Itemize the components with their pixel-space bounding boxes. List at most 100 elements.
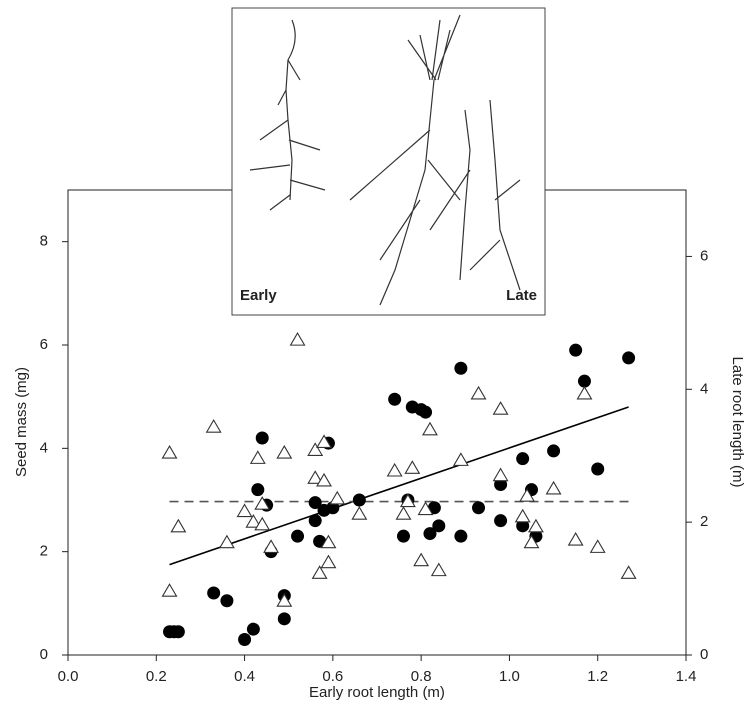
circle-point: [251, 483, 265, 497]
triangle-point: [514, 508, 531, 523]
triangle-point: [452, 452, 469, 466]
triangle-point: [263, 539, 280, 553]
triangle-point: [161, 583, 178, 597]
circle-point: [207, 586, 221, 600]
circle-point: [238, 633, 252, 646]
circle-point: [308, 514, 322, 528]
y2-tick-label: 2: [700, 513, 708, 530]
x-tick-label: 0.0: [58, 668, 79, 685]
triangle-point: [413, 552, 430, 567]
triangle-point: [170, 518, 187, 533]
triangle-point: [417, 501, 434, 516]
circle-point: [622, 351, 636, 365]
triangle-point: [422, 421, 438, 436]
x-tick-label: 0.8: [411, 668, 432, 685]
x-tick-label: 1.2: [587, 668, 608, 685]
root-drawing: [249, 14, 521, 306]
x-tick-label: 0.4: [234, 668, 255, 685]
triangle-point: [470, 385, 487, 400]
circle-point: [454, 529, 468, 543]
triangle-point: [527, 518, 544, 533]
triangle-point: [316, 434, 332, 448]
triangle-point: [386, 462, 403, 477]
y-tick-label: 4: [40, 439, 48, 456]
triangle-point: [329, 490, 346, 505]
inset-frame: [231, 7, 546, 316]
circle-point: [494, 514, 508, 528]
triangle-point: [430, 562, 447, 577]
triangle-point: [218, 534, 235, 549]
circle-point: [569, 343, 583, 357]
circle-point: [291, 529, 305, 543]
triangle-point: [307, 442, 324, 456]
triangle-point: [576, 385, 593, 400]
circle-point: [352, 493, 366, 507]
triangle-point: [545, 480, 562, 495]
triangle-point: [395, 506, 412, 520]
triangle-point: [249, 450, 266, 464]
circle-point: [516, 452, 530, 466]
circle-point: [171, 625, 185, 639]
x-tick-label: 1.0: [499, 668, 520, 685]
y-tick-label: 0: [40, 646, 48, 663]
triangle-point: [492, 401, 509, 415]
triangle-point: [245, 514, 262, 528]
circle-point: [454, 361, 468, 375]
circle-point: [494, 478, 508, 491]
trend-line: [169, 406, 629, 566]
circle-point: [423, 527, 437, 541]
triangle-point: [492, 467, 509, 482]
inset-image: Early Late: [231, 7, 546, 316]
triangle-point: [205, 419, 222, 433]
triangle-point: [523, 534, 540, 549]
y-axis-title: Seed mass (mg): [13, 367, 30, 477]
x-tick-label: 1.4: [676, 668, 697, 685]
circle-point: [432, 519, 446, 533]
circle-point: [255, 431, 269, 445]
triangle-point: [307, 470, 324, 484]
triangle-point: [276, 593, 293, 607]
circle-point: [326, 501, 340, 515]
triangle-point: [254, 496, 271, 510]
inset-label: Late: [506, 287, 537, 304]
y2-axis-title: Late root length (m): [729, 357, 746, 488]
circle-point: [591, 462, 605, 476]
triangle-point: [289, 332, 306, 346]
y2-tick-label: 6: [700, 247, 708, 264]
triangle-point: [276, 444, 293, 459]
triangle-point: [519, 488, 536, 502]
circle-point: [419, 405, 433, 419]
x-axis-title: Early root length (m): [309, 684, 445, 701]
triangle-point: [320, 534, 337, 549]
triangle-point: [620, 565, 637, 579]
circle-point: [220, 594, 234, 608]
triangle-point: [404, 460, 421, 474]
circle-point: [472, 501, 486, 515]
y2-tick-label: 4: [700, 380, 708, 397]
triangle-point: [320, 554, 337, 569]
triangle-point: [311, 565, 328, 579]
triangle-point: [161, 444, 178, 459]
circle-point: [246, 622, 260, 636]
x-tick-label: 0.6: [322, 668, 343, 685]
circle-point: [277, 612, 291, 626]
y2-tick-label: 0: [700, 646, 708, 663]
circle-point: [577, 374, 591, 388]
triangle-point: [589, 539, 606, 553]
triangle-point: [399, 493, 416, 508]
triangle-point: [254, 516, 271, 531]
triangle-point: [567, 531, 584, 546]
y-tick-label: 6: [40, 336, 48, 353]
inset-label: Early: [240, 287, 277, 304]
circle-point: [396, 529, 410, 543]
triangle-point: [236, 503, 253, 518]
circle-point: [516, 519, 530, 533]
y-tick-label: 2: [40, 543, 48, 560]
triangle-point: [316, 472, 332, 487]
y-tick-label: 8: [40, 233, 48, 250]
x-tick-label: 0.2: [146, 668, 167, 685]
circle-point: [547, 444, 561, 458]
triangle-point: [351, 506, 368, 520]
